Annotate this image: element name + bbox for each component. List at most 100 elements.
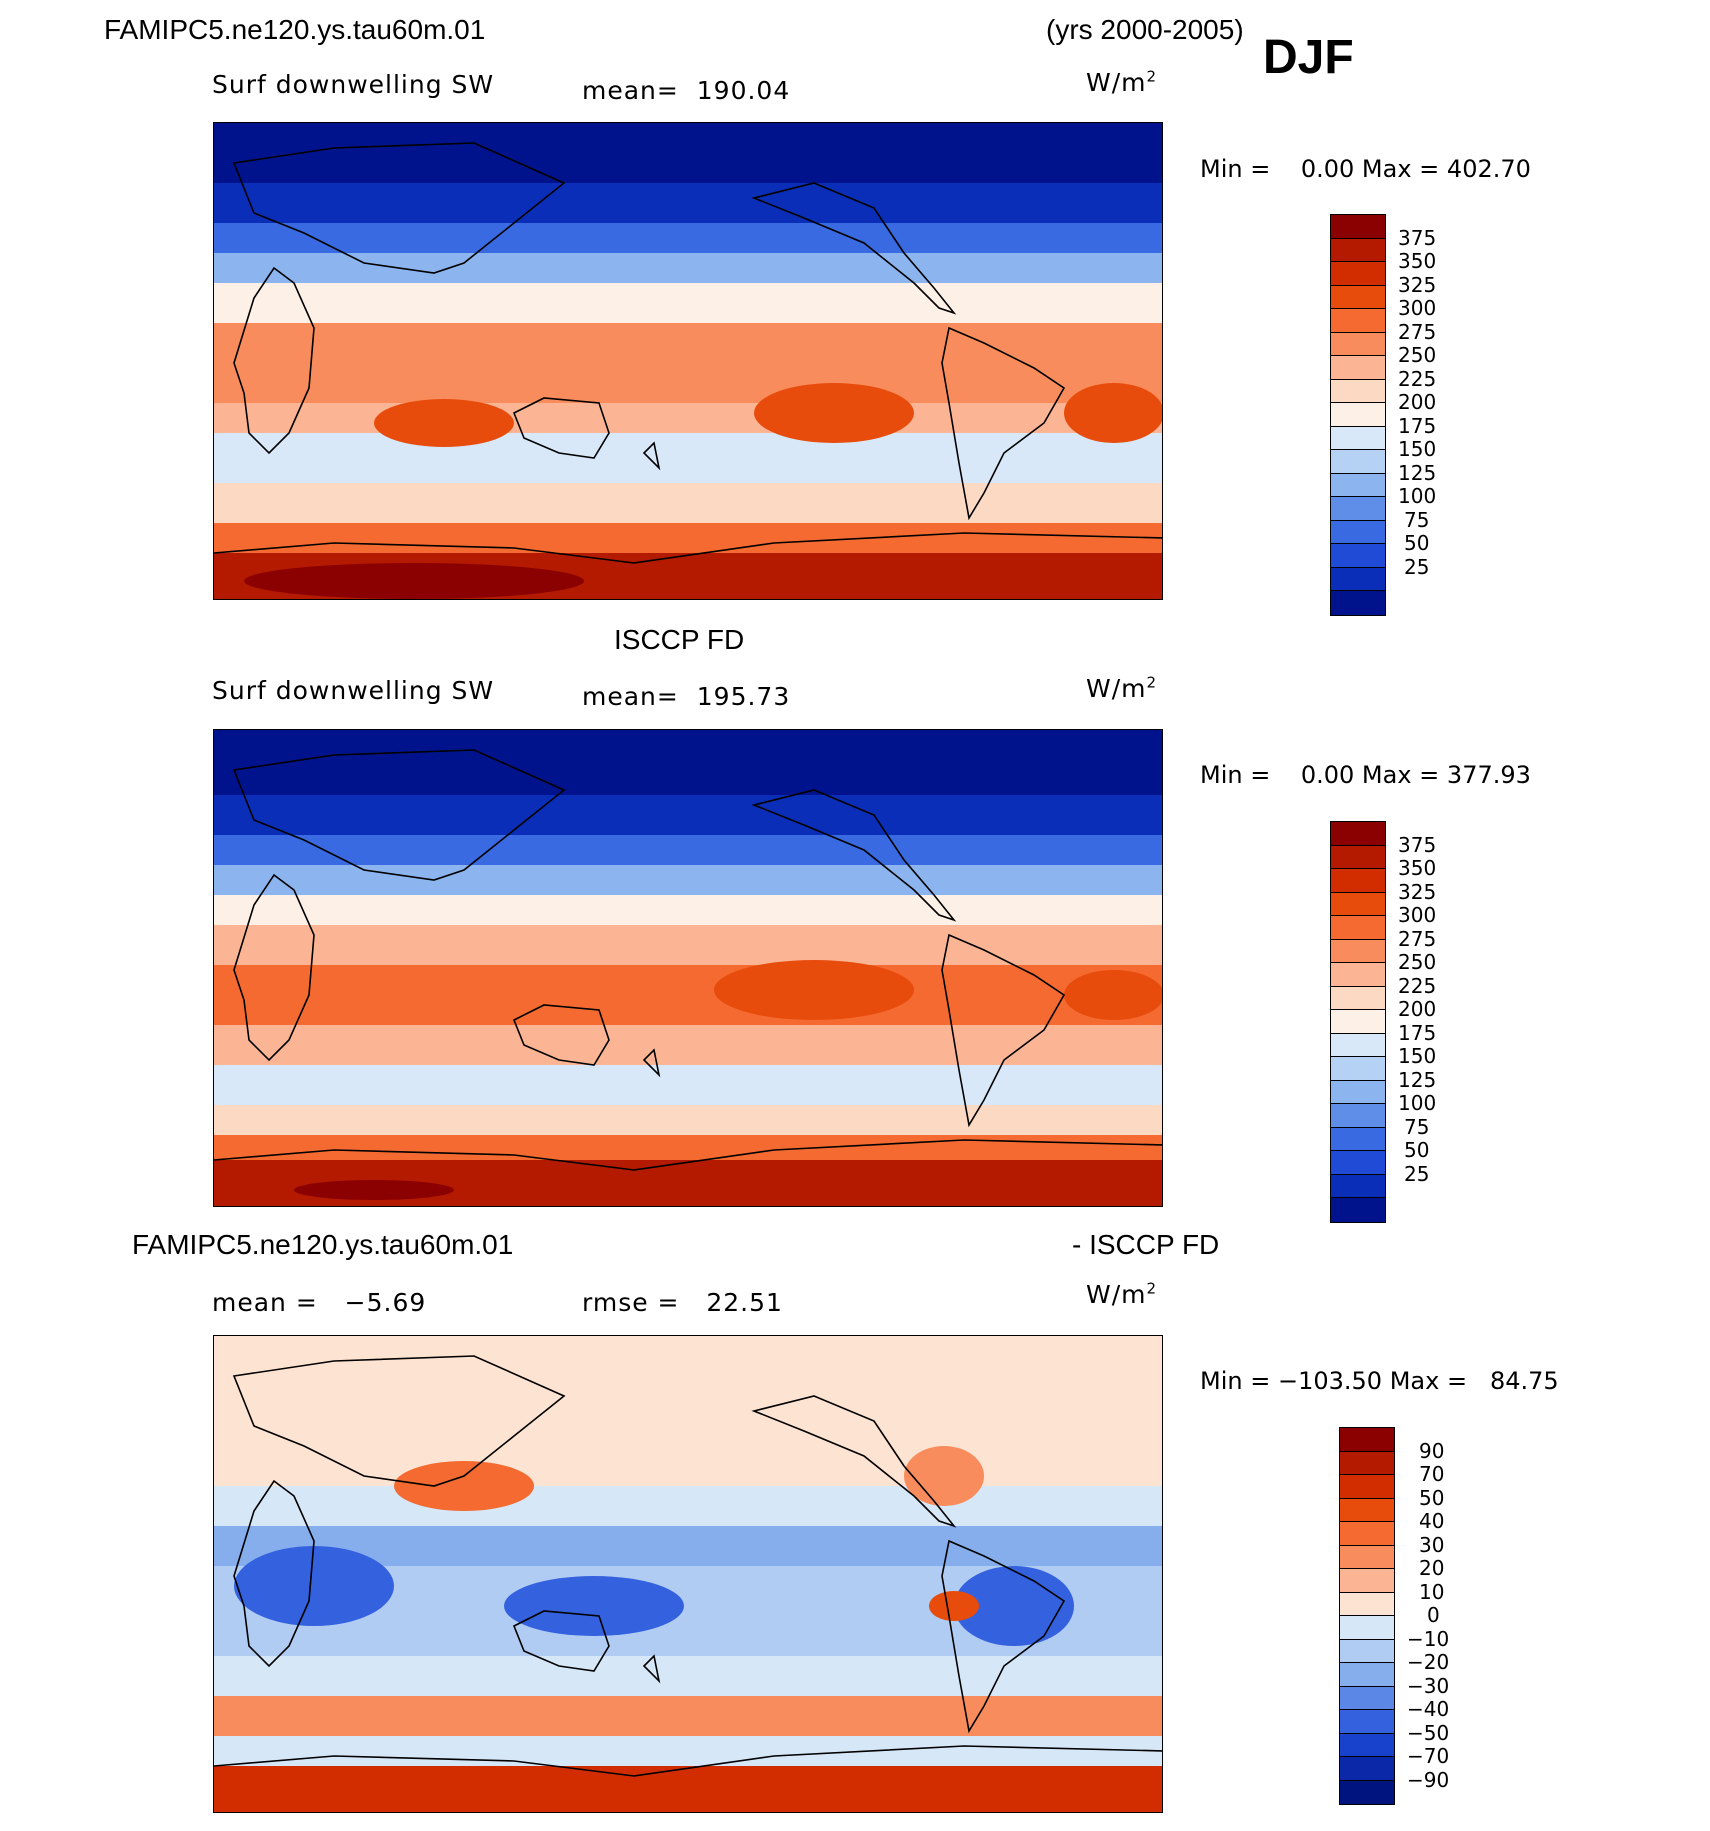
colorbar-swatch <box>1331 379 1385 403</box>
band <box>214 223 1162 253</box>
colorbar-tick: 325 <box>1398 273 1437 297</box>
colorbar-swatch <box>1340 1780 1394 1804</box>
coast-antarctica <box>214 1139 1162 1171</box>
band <box>214 1105 1162 1135</box>
map-observation-field <box>214 730 1162 1206</box>
map-difference-field <box>214 1336 1162 1812</box>
band <box>214 865 1162 895</box>
colorbar-tick: 250 <box>1398 343 1437 367</box>
colorbar-swatch <box>1340 1663 1394 1687</box>
panel3-mean: mean = −5.69 <box>212 1288 427 1317</box>
band <box>214 1025 1162 1065</box>
colorbar-swatch <box>1331 473 1385 497</box>
colorbar-tick: 125 <box>1398 1068 1437 1092</box>
colorbar-swatch <box>1331 238 1385 262</box>
colorbar-tick: 100 <box>1398 484 1437 508</box>
colorbar-tick: 250 <box>1398 950 1437 974</box>
colorbar-swatch <box>1340 1498 1394 1522</box>
coast-north-america <box>751 789 957 922</box>
colorbar-swatch <box>1340 1428 1394 1452</box>
field-blob <box>1064 383 1162 443</box>
colorbar-tick: −10 <box>1407 1627 1450 1651</box>
coast-new-zealand <box>642 1654 661 1684</box>
band <box>214 1065 1162 1105</box>
map-model-field <box>214 123 1162 599</box>
colorbar-swatch <box>1331 963 1385 987</box>
colorbar-swatch <box>1331 916 1385 940</box>
colorbar-swatch <box>1331 986 1385 1010</box>
colorbar-tick: 175 <box>1398 1021 1437 1045</box>
colorbar-tick: 10 <box>1419 1580 1445 1604</box>
colorbar-tick: 350 <box>1398 856 1437 880</box>
coast-eurasia <box>232 142 566 274</box>
band <box>214 1656 1162 1696</box>
coast-north-america <box>751 182 957 315</box>
panel3-units: W/m2 <box>1086 1279 1158 1309</box>
colorbar-swatch <box>1331 262 1385 286</box>
field-blob <box>929 1591 979 1621</box>
colorbar-tick: 40 <box>1419 1509 1445 1533</box>
band <box>214 895 1162 925</box>
colorbar-swatch <box>1340 1710 1394 1734</box>
colorbar-swatch <box>1331 332 1385 356</box>
colorbar-swatch <box>1331 520 1385 544</box>
panel1-mean: mean= 190.04 <box>582 76 791 105</box>
colorbar-swatch <box>1331 1010 1385 1034</box>
colorbar-tick: −90 <box>1407 1768 1450 1792</box>
colorbar-swatch <box>1340 1757 1394 1781</box>
band <box>214 1486 1162 1526</box>
colorbar-swatch <box>1331 869 1385 893</box>
colorbar-tick: −40 <box>1407 1697 1450 1721</box>
colorbar-tick: 200 <box>1398 997 1437 1021</box>
coast-australia <box>512 1004 610 1066</box>
colorbar-swatch <box>1331 1104 1385 1128</box>
coast-africa <box>233 266 315 455</box>
coast-africa <box>233 873 315 1062</box>
colorbar-tick: 20 <box>1419 1556 1445 1580</box>
colorbar-swatch <box>1340 1616 1394 1640</box>
colorbar-tick: 375 <box>1398 833 1437 857</box>
colorbar-swatch <box>1331 1033 1385 1057</box>
colorbar-swatch <box>1340 1545 1394 1569</box>
coastlines <box>214 142 1162 564</box>
coast-antarctica <box>214 1745 1162 1777</box>
panel2-title: ISCCP FD <box>614 624 745 655</box>
coastlines <box>214 749 1162 1171</box>
band <box>214 925 1162 965</box>
colorbar-tick: 200 <box>1398 390 1437 414</box>
colorbar-tick: −50 <box>1407 1721 1450 1745</box>
map-difference <box>213 1335 1163 1813</box>
years-label: (yrs 2000-2005) <box>1046 14 1244 45</box>
field-blob <box>714 960 914 1020</box>
colorbar-tick: 100 <box>1398 1091 1437 1115</box>
colorbar-swatch <box>1331 1174 1385 1198</box>
colorbar-tick: −20 <box>1407 1650 1450 1674</box>
colorbar-tick: 125 <box>1398 461 1437 485</box>
panel3-title-right: - ISCCP FD <box>1072 1229 1220 1260</box>
panel3-minmax: Min = −103.50 Max = 84.75 <box>1200 1367 1559 1395</box>
colorbar-swatch <box>1340 1733 1394 1757</box>
field-blob <box>374 399 514 447</box>
case-title: FAMIPC5.ne120.ys.tau60m.01 <box>104 14 486 45</box>
panel1-variable: Surf downwelling SW <box>212 70 495 99</box>
colorbar-tick: 300 <box>1398 903 1437 927</box>
coast-new-zealand <box>642 441 661 471</box>
panel1-minmax: Min = 0.00 Max = 402.70 <box>1200 155 1531 183</box>
band <box>214 1135 1162 1160</box>
colorbar-tick: 225 <box>1398 367 1437 391</box>
band <box>214 1336 1162 1486</box>
colorbar-tick: 150 <box>1398 1044 1437 1068</box>
panel2-mean: mean= 195.73 <box>582 682 791 711</box>
band <box>214 253 1162 283</box>
field-blob <box>904 1446 984 1506</box>
colorbar-swatch <box>1331 822 1385 846</box>
band <box>214 835 1162 865</box>
band <box>214 403 1162 433</box>
colorbar-tick: 50 <box>1404 1138 1430 1162</box>
map-model <box>213 122 1163 600</box>
band <box>214 283 1162 323</box>
field-blob <box>954 1566 1074 1646</box>
colorbar-tick: 300 <box>1398 296 1437 320</box>
colorbar-swatch <box>1340 1686 1394 1710</box>
band <box>214 1696 1162 1736</box>
